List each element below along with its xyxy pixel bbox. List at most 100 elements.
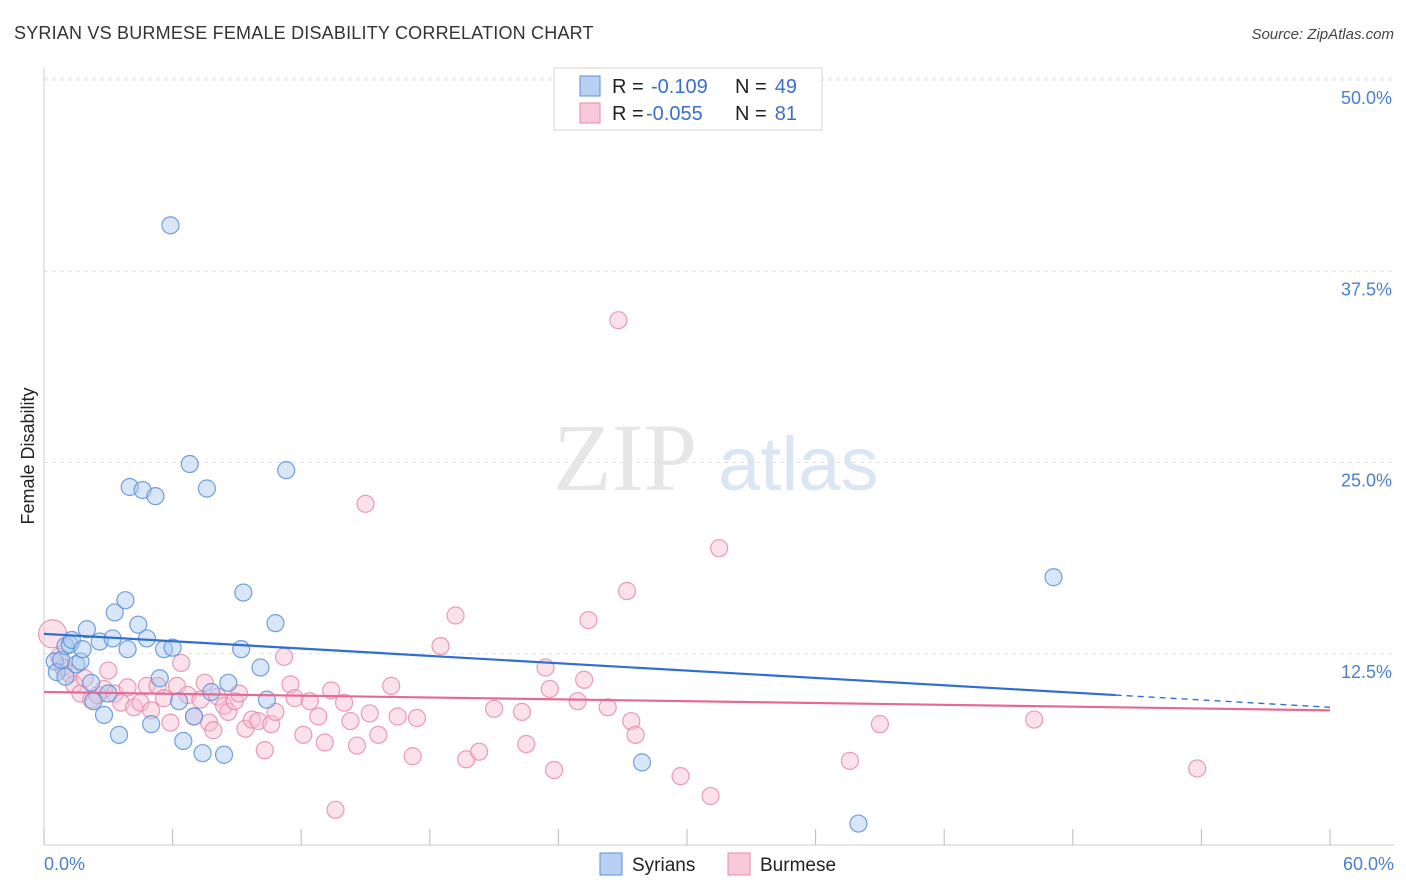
gridlines — [44, 77, 1394, 655]
legend-r-value-syrians: -0.109 — [651, 76, 708, 98]
burmese-point — [315, 733, 334, 752]
syrians-point — [197, 479, 216, 498]
burmese-point — [485, 699, 504, 718]
burmese-point — [369, 725, 388, 744]
x-tick-label-max: 60.0% — [1343, 854, 1394, 874]
burmese-point — [118, 678, 137, 697]
syrians-point — [169, 692, 189, 711]
bottom-legend-label-burmese: Burmese — [760, 855, 836, 876]
burmese-point — [347, 736, 367, 755]
watermark: ZIP atlas — [553, 404, 879, 511]
syrians-point — [251, 658, 270, 677]
x-ticks — [43, 829, 1331, 845]
burmese-point — [840, 751, 859, 770]
syrians-point — [56, 667, 75, 686]
burmese-point — [626, 725, 645, 744]
chart-source: Source: ZipAtlas.com — [1251, 26, 1394, 43]
burmese-point — [326, 800, 345, 819]
burmese-point — [219, 702, 238, 721]
syrians-point — [129, 615, 148, 634]
syrians-point — [184, 707, 204, 726]
burmese-point — [609, 311, 628, 330]
burmese-point — [671, 767, 690, 786]
burmese-point — [285, 689, 304, 708]
burmese-point — [710, 539, 729, 558]
syrians-point — [82, 673, 101, 692]
syrians-point — [94, 705, 114, 725]
burmese-trend-line — [43, 690, 1331, 712]
burmese-point — [540, 679, 559, 699]
burmese-point — [617, 581, 637, 601]
syrians-point — [214, 745, 234, 764]
syrians-point — [109, 725, 129, 744]
legend-n-label-syrians: N = — [735, 76, 767, 98]
burmese-point — [294, 725, 313, 744]
burmese-point — [407, 708, 427, 728]
syrians-point — [161, 216, 180, 235]
burmese-point — [356, 494, 375, 513]
bottom-legend: Syrians Burmese — [599, 852, 836, 876]
syrians-point — [105, 603, 124, 622]
burmese-point — [568, 692, 587, 711]
burmese-point — [208, 687, 227, 706]
burmese-point — [382, 676, 401, 695]
burmese-point — [388, 707, 407, 726]
legend-n-label-burmese: N = — [735, 103, 767, 125]
syrians-point — [84, 692, 103, 711]
burmese-point — [1188, 759, 1207, 778]
syrians-point — [257, 690, 277, 709]
syrians-point — [146, 487, 165, 506]
burmese-point — [334, 693, 354, 712]
bottom-legend-label-syrians: Syrians — [632, 855, 695, 876]
burmese-point — [255, 741, 274, 760]
syrians-point — [232, 640, 251, 659]
axes — [43, 68, 1394, 846]
syrians-point — [174, 731, 193, 751]
burmese-point — [154, 689, 174, 708]
syrians-trend-extension — [1115, 694, 1331, 708]
burmese-point — [870, 715, 890, 734]
syrians-point — [1044, 568, 1063, 587]
legend-r-label-burmese: R = — [612, 103, 644, 125]
burmese-point — [360, 704, 379, 723]
y-tick-label: 12.5% — [1341, 662, 1392, 682]
legend-n-value-burmese: 81 — [775, 103, 797, 125]
burmese-point — [195, 673, 214, 692]
burmese-point — [309, 707, 328, 726]
burmese-point — [1025, 710, 1044, 729]
y-tick-labels: 12.5% 25.0% 37.5% 50.0% — [1341, 88, 1392, 682]
syrians-point — [118, 640, 137, 659]
legend-swatch-syrians — [579, 75, 601, 97]
legend-n-value-syrians: 49 — [775, 76, 797, 98]
burmese-point — [242, 710, 262, 729]
legend-r-value-burmese: -0.055 — [646, 103, 703, 125]
burmese-point — [517, 734, 536, 754]
burmese-point — [75, 669, 94, 688]
trend-lines — [43, 632, 1331, 712]
burmese-point — [281, 675, 300, 694]
burmese-point — [161, 713, 180, 732]
burmese-point — [512, 702, 532, 721]
burmese-point — [598, 698, 617, 717]
syrians-points — [45, 216, 1063, 833]
burmese-points — [37, 311, 1207, 819]
syrians-point — [219, 673, 238, 692]
syrians-point — [234, 583, 253, 602]
chart-title: SYRIAN VS BURMESE FEMALE DISABILITY CORR… — [14, 23, 594, 43]
legend-r-label-syrians: R = — [612, 76, 644, 98]
burmese-point — [99, 661, 118, 680]
burmese-point — [622, 711, 641, 731]
syrians-point — [202, 682, 221, 702]
burmese-point — [446, 606, 465, 625]
syrians-point — [180, 454, 199, 474]
stats-legend: R = -0.109 N = 49 R = -0.055 N = 81 — [553, 67, 823, 131]
burmese-point — [545, 760, 564, 780]
burmese-point — [172, 653, 191, 673]
syrians-point — [150, 669, 169, 688]
burmese-point — [579, 610, 598, 630]
watermark-zip: ZIP — [553, 404, 697, 511]
x-tick-label-min: 0.0% — [44, 854, 85, 874]
bottom-legend-swatch-syrians — [599, 852, 623, 876]
y-tick-label: 37.5% — [1341, 279, 1392, 299]
burmese-point — [124, 698, 144, 717]
